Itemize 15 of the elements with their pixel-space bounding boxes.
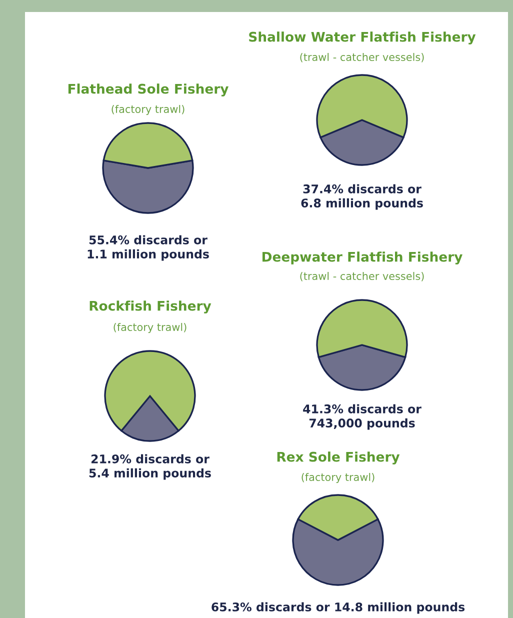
chart-subtitle: (factory trawl) bbox=[112, 104, 184, 116]
chart-subtitle: (factory trawl) bbox=[114, 322, 186, 334]
chart-title: Rex Sole Fishery bbox=[277, 452, 400, 464]
chart-subtitle: (factory trawl) bbox=[302, 472, 374, 484]
text: 65.3% discards or 14.8 million pounds bbox=[212, 602, 465, 614]
text: 41.3% discards or 743,000 pounds bbox=[303, 404, 422, 430]
chart-subtitle: (trawl - catcher vessels) bbox=[300, 52, 424, 62]
chart-title: Shallow Water Flatfish Fishery bbox=[249, 32, 476, 44]
text: 37.4% discards or 6.8 million pounds bbox=[301, 184, 423, 210]
chart-title: Rockfish Fishery bbox=[90, 300, 212, 314]
chart-title: Flathead Sole Fishery bbox=[68, 84, 229, 96]
chart-subtitle: (trawl - catcher vessels) bbox=[300, 272, 424, 282]
text: 21.9% discards or 5.4 million pounds bbox=[89, 454, 211, 480]
text: 55.4% discards or 1.1 million pounds bbox=[88, 235, 209, 261]
chart-title: Deepwater Flatfish Fishery bbox=[262, 252, 462, 264]
